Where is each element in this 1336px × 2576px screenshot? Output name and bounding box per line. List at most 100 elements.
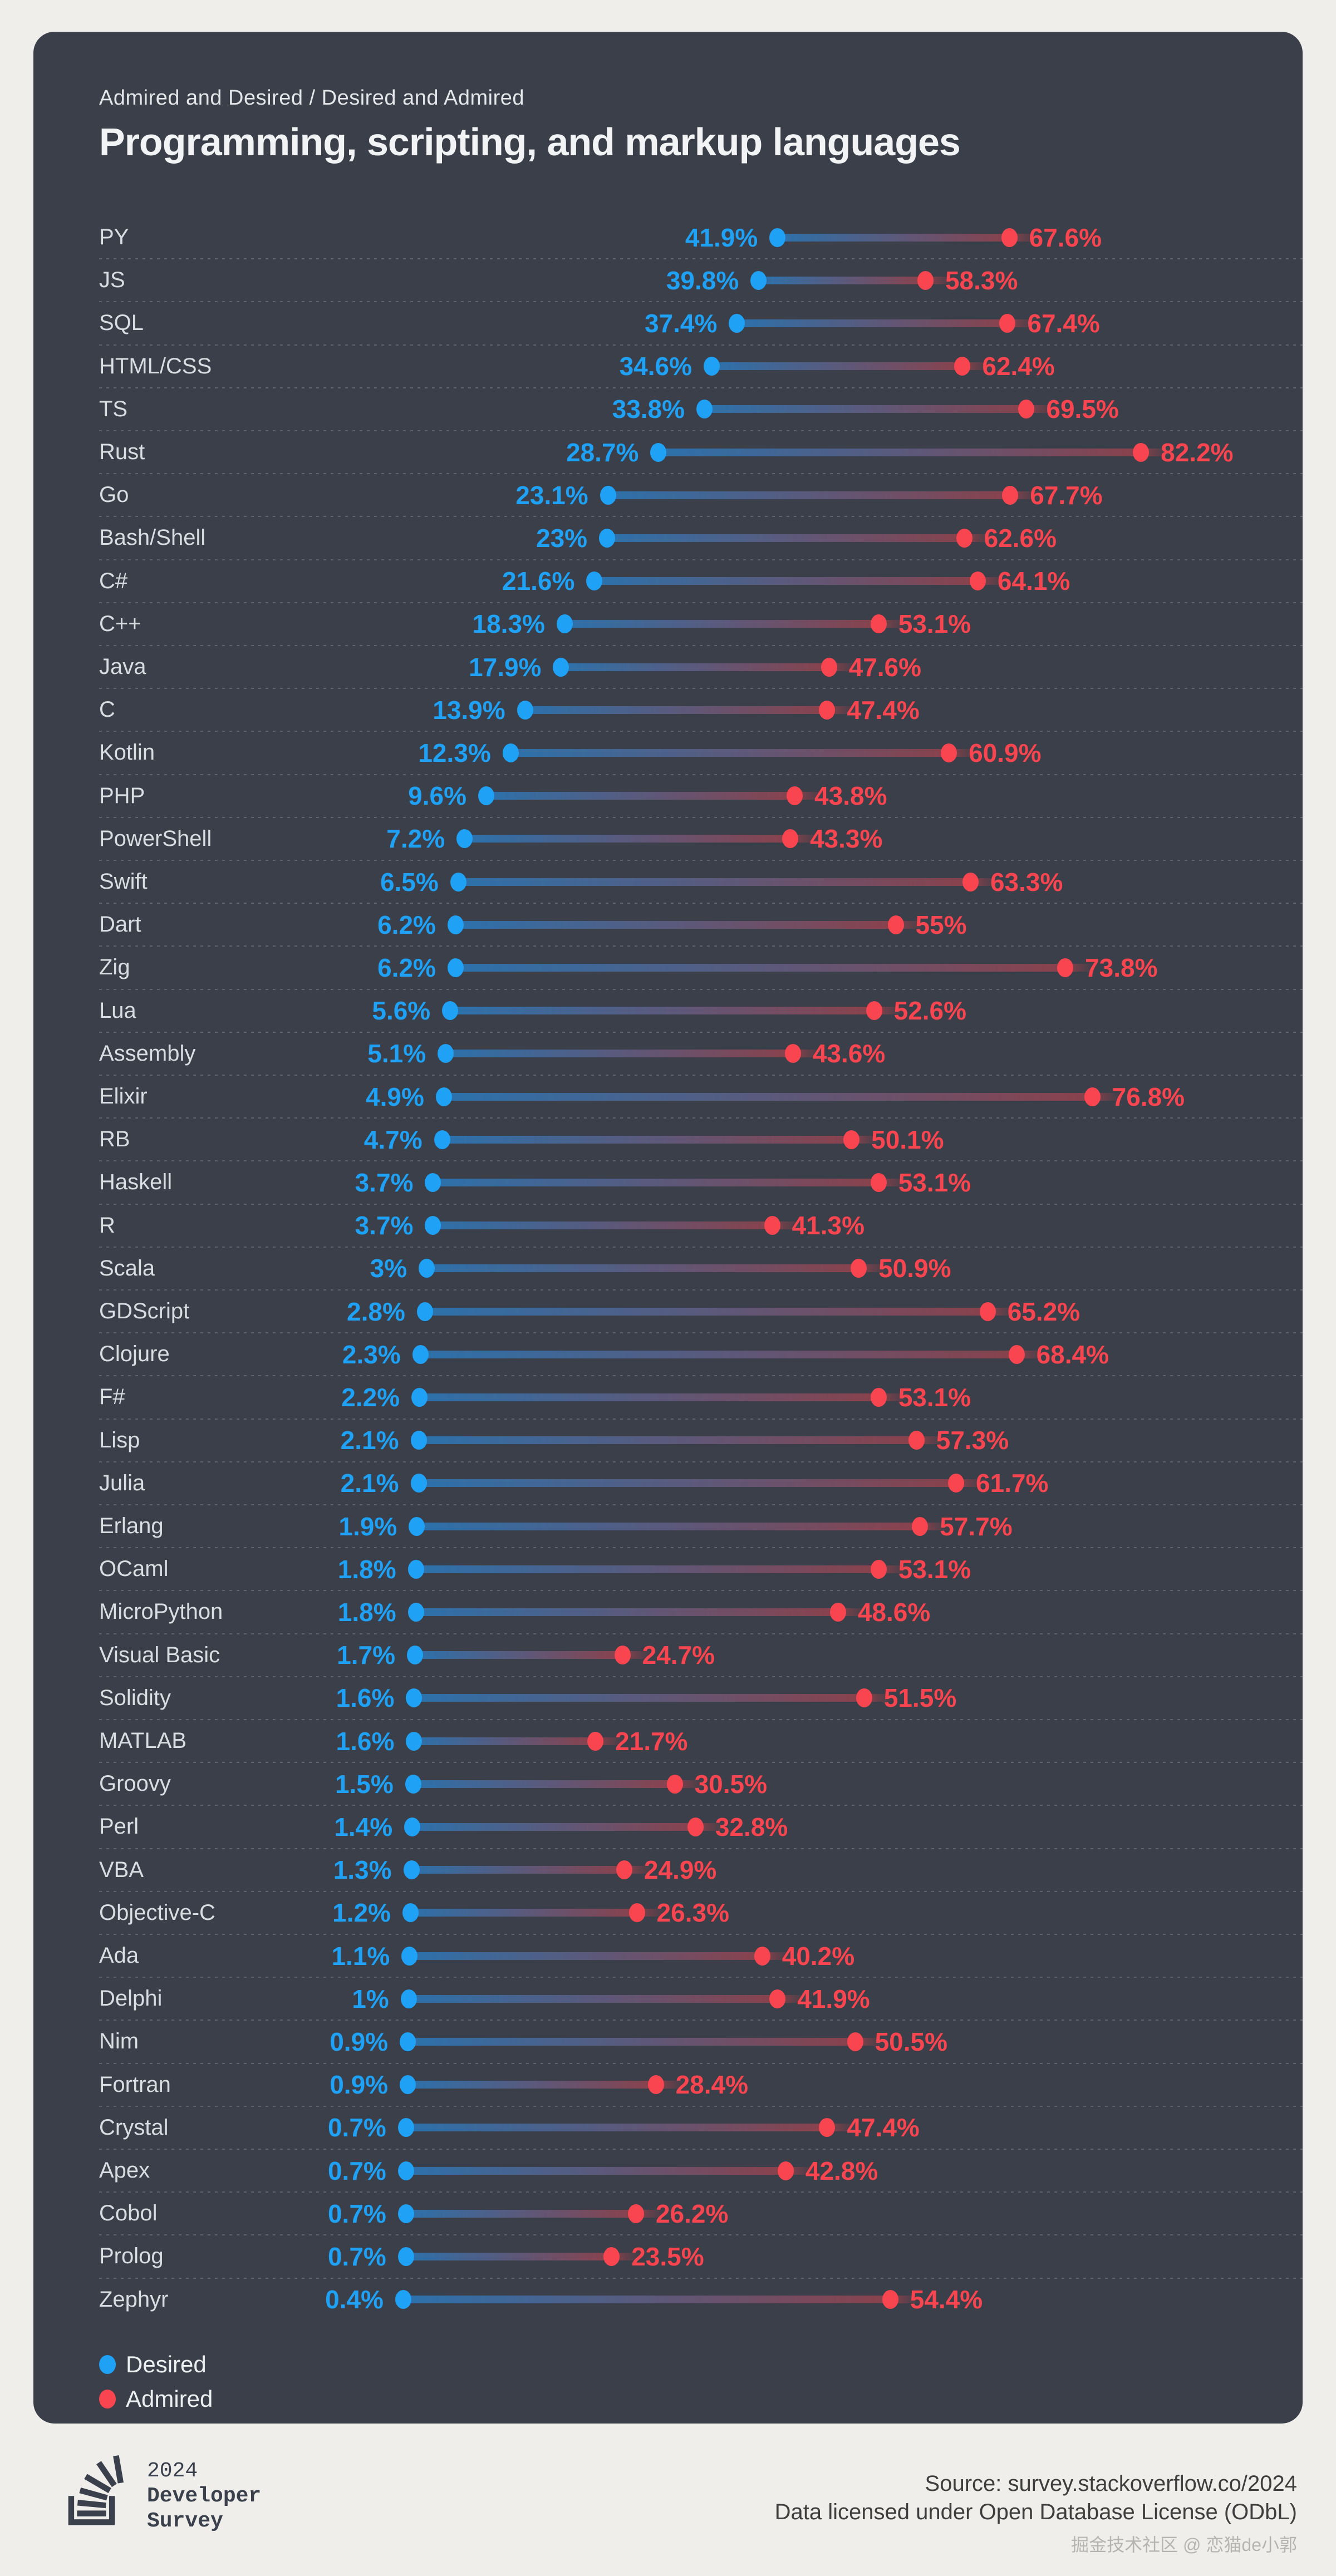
connector-bar xyxy=(407,2081,687,2089)
desired-dot-icon xyxy=(599,528,616,548)
connector-bar xyxy=(425,1307,1019,1316)
admired-value: 57.3% xyxy=(936,1426,1009,1455)
desired-value: 1.5% xyxy=(335,1769,394,1799)
desired-dot-icon xyxy=(411,1387,428,1407)
desired-value: 4.7% xyxy=(364,1125,423,1154)
admired-value: 53.1% xyxy=(898,1382,971,1412)
row-label: Rust xyxy=(99,440,145,465)
desired-value: 6.2% xyxy=(377,953,436,982)
desired-dot-icon xyxy=(403,1860,420,1880)
admired-value: 50.9% xyxy=(878,1254,951,1283)
chart-row: Visual Basic 1.7% 24.7% xyxy=(99,1634,1304,1677)
row-separator xyxy=(99,1418,1304,1420)
row-label: Nim xyxy=(99,2029,139,2054)
desired-value: 0.9% xyxy=(330,2027,389,2056)
chart-row: Scala 3% 50.9% xyxy=(99,1247,1304,1291)
admired-value: 43.6% xyxy=(812,1039,886,1068)
desired-dot-icon xyxy=(406,1731,423,1751)
desired-value: 5.1% xyxy=(367,1039,426,1068)
admired-value: 47.4% xyxy=(847,695,920,725)
desired-value: 1.8% xyxy=(337,1597,396,1627)
chart-row: R 3.7% 41.3% xyxy=(99,1204,1304,1248)
connector-bar xyxy=(413,1780,706,1788)
chart-row: PHP 9.6% 43.8% xyxy=(99,775,1304,818)
desired-dot-icon xyxy=(650,442,667,462)
chart-row: Julia 2.1% 61.7% xyxy=(99,1462,1304,1505)
row-separator xyxy=(99,473,1304,475)
connector-bar xyxy=(525,706,858,714)
admired-dot-icon xyxy=(819,2118,836,2137)
chart-row: JS 39.8% 58.3% xyxy=(99,259,1304,303)
admired-value: 60.9% xyxy=(969,738,1042,767)
admired-value: 65.2% xyxy=(1007,1297,1080,1326)
row-separator xyxy=(99,1461,1304,1462)
admired-value: 68.4% xyxy=(1036,1339,1109,1369)
connector-bar xyxy=(704,405,1057,413)
desired-value: 0.7% xyxy=(327,2113,386,2142)
chart-row: SQL 37.4% 67.4% xyxy=(99,302,1304,346)
source-line: Source: survey.stackoverflow.co/2024 xyxy=(925,2471,1297,2496)
admired-dot-icon xyxy=(856,1688,872,1708)
connector-bar xyxy=(414,1737,626,1745)
row-separator xyxy=(99,2277,1304,2279)
row-separator xyxy=(99,1805,1304,1806)
row-separator xyxy=(99,1160,1304,1162)
admired-dot-icon xyxy=(870,1559,887,1579)
chart-row: Lua 5.6% 52.6% xyxy=(99,989,1304,1033)
row-separator xyxy=(99,1203,1304,1205)
connector-bar xyxy=(711,362,993,371)
desired-dot-icon xyxy=(407,1602,424,1622)
footer-source-block: Source: survey.stackoverflow.co/2024 Dat… xyxy=(775,2470,1297,2559)
admired-value: 57.7% xyxy=(940,1511,1013,1541)
admired-value: 52.6% xyxy=(893,996,967,1026)
row-separator xyxy=(99,559,1304,560)
row-label: Java xyxy=(99,654,146,679)
connector-bar xyxy=(594,577,1009,585)
connector-bar xyxy=(414,1694,895,1702)
legend-item-desired: Desired xyxy=(99,2351,213,2378)
desired-dot-icon xyxy=(435,1087,452,1106)
desired-dot-icon xyxy=(556,614,573,634)
admired-dot-icon xyxy=(782,829,798,849)
connector-bar xyxy=(409,1952,793,1960)
connector-bar xyxy=(433,1178,910,1186)
chart-row: Ada 1.1% 40.2% xyxy=(99,1934,1304,1978)
chart-row: Java 17.9% 47.6% xyxy=(99,646,1304,689)
row-separator xyxy=(99,1890,1304,1892)
desired-value: 23% xyxy=(536,523,588,553)
row-separator xyxy=(99,988,1304,990)
admired-dot-icon xyxy=(870,614,887,634)
chart-row: RB 4.7% 50.1% xyxy=(99,1118,1304,1162)
desired-dot-icon xyxy=(696,400,713,419)
admired-dot-icon xyxy=(614,1646,631,1665)
admired-value: 23.5% xyxy=(631,2242,704,2271)
desired-dot-icon xyxy=(434,1130,450,1149)
admired-value: 64.1% xyxy=(997,567,1070,596)
connector-bar xyxy=(607,534,995,542)
row-label: C# xyxy=(99,568,128,593)
chart-row: Bash/Shell 23% 62.6% xyxy=(99,516,1304,560)
admired-dot-icon xyxy=(917,270,934,290)
chart-row: OCaml 1.8% 53.1% xyxy=(99,1548,1304,1592)
desired-value: 2.3% xyxy=(342,1339,401,1369)
desired-dot-icon xyxy=(407,1646,424,1665)
admired-dot-icon xyxy=(1133,442,1150,462)
connector-bar xyxy=(658,448,1172,456)
connector-bar xyxy=(406,2166,817,2175)
chart-row: Erlang 1.9% 57.7% xyxy=(99,1505,1304,1549)
admired-value: 24.7% xyxy=(642,1641,715,1670)
row-label: Go xyxy=(99,482,129,508)
desired-value: 3% xyxy=(370,1254,407,1283)
connector-bar xyxy=(420,1350,1048,1358)
desired-dot-icon xyxy=(397,2204,414,2223)
row-label: Solidity xyxy=(99,1685,171,1710)
chart-row: Apex 0.7% 42.8% xyxy=(99,2149,1304,2193)
row-label: Objective-C xyxy=(99,1900,215,1925)
row-label: Lisp xyxy=(99,1427,140,1452)
desired-dot-icon xyxy=(410,1431,427,1450)
desired-dot-icon xyxy=(456,829,473,849)
chart-row: Solidity 1.6% 51.5% xyxy=(99,1677,1304,1720)
admired-dot-icon xyxy=(666,1774,683,1794)
admired-value: 61.7% xyxy=(976,1469,1049,1498)
chart-row: GDScript 2.8% 65.2% xyxy=(99,1290,1304,1334)
